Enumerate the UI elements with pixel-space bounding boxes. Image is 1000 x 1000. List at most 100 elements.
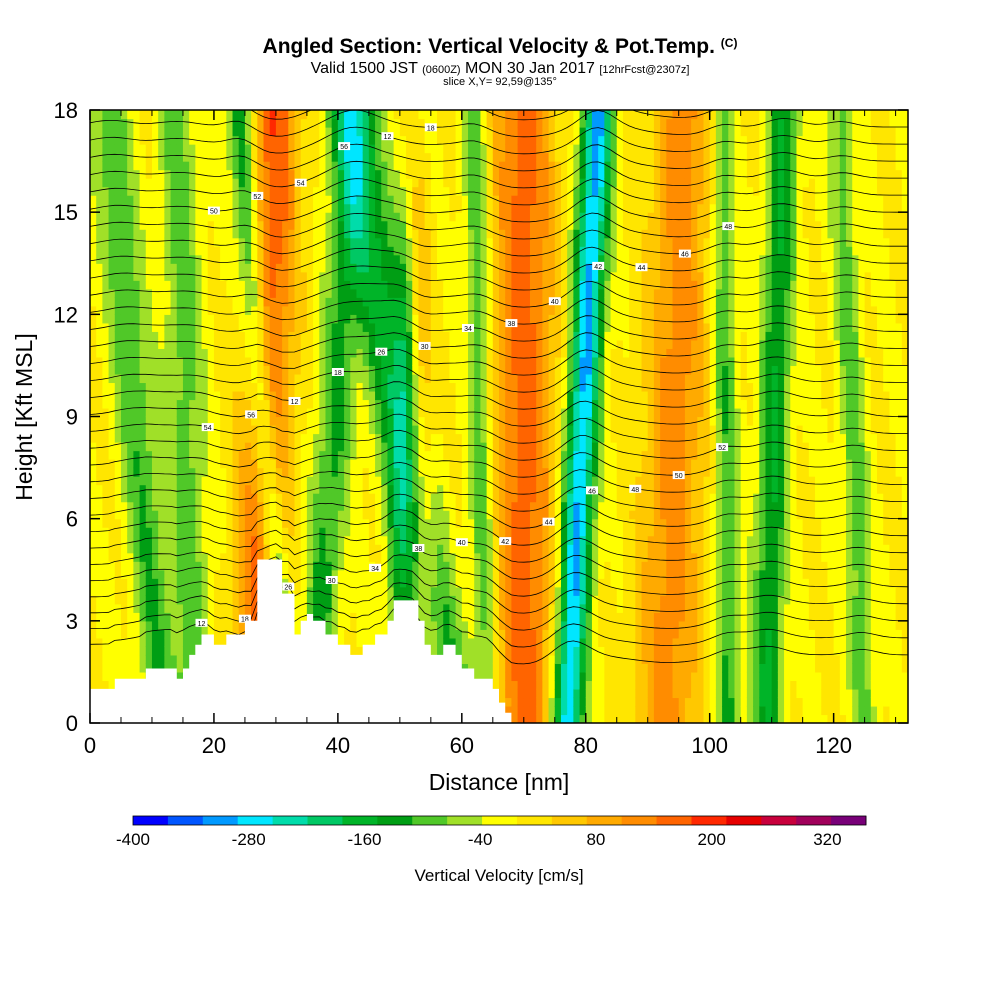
velocity-cell [300, 110, 308, 120]
velocity-cell [437, 425, 444, 435]
velocity-cell [195, 578, 203, 588]
velocity-cell [102, 229, 110, 239]
velocity-cell [213, 510, 221, 520]
velocity-cell [424, 586, 432, 596]
velocity-cell [313, 178, 320, 188]
velocity-cell [176, 459, 184, 469]
velocity-cell [232, 527, 240, 537]
velocity-cell [313, 484, 320, 494]
velocity-cell [350, 561, 358, 571]
velocity-cell [381, 476, 389, 486]
velocity-cell [412, 561, 420, 571]
velocity-cell [375, 416, 382, 426]
velocity-cell [176, 118, 184, 128]
velocity-cell [151, 178, 159, 188]
velocity-cell [424, 186, 432, 196]
velocity-cell [406, 459, 413, 469]
velocity-cell [368, 110, 376, 120]
velocity-cell [350, 365, 358, 375]
velocity-cell [102, 637, 110, 647]
velocity-cell [282, 510, 289, 520]
velocity-cell [499, 569, 506, 579]
velocity-cell [337, 476, 345, 486]
velocity-cell [412, 356, 420, 367]
velocity-cell [499, 331, 506, 341]
velocity-cell [114, 254, 122, 264]
velocity-cell [325, 459, 333, 469]
velocity-cell [207, 212, 215, 222]
velocity-cell [418, 280, 426, 290]
velocity-cell [325, 476, 333, 486]
velocity-cell [145, 544, 153, 554]
velocity-cell [418, 135, 426, 145]
velocity-cell [499, 629, 506, 639]
velocity-cell [232, 127, 240, 137]
velocity-cell [251, 578, 258, 588]
velocity-cell [356, 305, 364, 315]
velocity-cell [282, 152, 289, 162]
velocity-cell [344, 467, 351, 477]
velocity-cell [102, 561, 110, 571]
velocity-cell [251, 135, 258, 145]
velocity-cell [275, 442, 283, 452]
velocity-cell [114, 195, 122, 205]
velocity-cell [505, 127, 512, 137]
velocity-cell [269, 535, 277, 545]
velocity-cell [480, 220, 488, 230]
velocity-cell [201, 433, 209, 443]
velocity-cell [127, 671, 134, 682]
velocity-cell [139, 476, 147, 486]
velocity-cell [251, 314, 258, 324]
velocity-cell [337, 356, 345, 367]
velocity-cell [120, 459, 128, 469]
velocity-cell [492, 169, 500, 179]
velocity-cell [275, 459, 283, 469]
velocity-cell [102, 118, 110, 128]
velocity-cell [189, 169, 196, 179]
velocity-cell [331, 416, 339, 426]
velocity-cell [164, 314, 172, 324]
velocity-cell [375, 390, 382, 401]
velocity-cell [170, 331, 178, 341]
velocity-cell [133, 399, 141, 409]
velocity-cell [257, 373, 265, 384]
velocity-cell [108, 288, 116, 298]
velocity-cell [492, 484, 500, 494]
velocity-cell [269, 161, 277, 171]
velocity-cell [424, 229, 432, 239]
velocity-cell [275, 229, 283, 239]
velocity-cell [468, 620, 475, 630]
velocity-cell [387, 127, 395, 137]
velocity-cell [300, 280, 308, 290]
velocity-cell [350, 552, 358, 562]
velocity-cell [381, 356, 389, 367]
velocity-cell [424, 467, 432, 477]
velocity-cell [455, 450, 463, 460]
velocity-cell [263, 501, 271, 511]
velocity-cell [455, 203, 463, 213]
velocity-cell [486, 663, 494, 673]
velocity-cell [201, 467, 209, 477]
velocity-cell [158, 629, 165, 639]
velocity-cell [201, 382, 209, 392]
velocity-cell [189, 365, 196, 375]
velocity-cell [282, 518, 289, 528]
velocity-cell [114, 229, 122, 239]
velocity-cell [381, 314, 389, 324]
velocity-cell [356, 493, 364, 503]
velocity-cell [189, 229, 196, 239]
velocity-cell [158, 544, 165, 554]
velocity-cell [151, 288, 159, 298]
velocity-cell [511, 127, 519, 137]
velocity-cell [263, 305, 271, 315]
velocity-cell [133, 288, 141, 298]
velocity-cell [443, 246, 451, 256]
velocity-cell [486, 620, 494, 630]
velocity-cell [443, 493, 451, 503]
velocity-cell [226, 169, 234, 179]
velocity-cell [474, 646, 482, 656]
velocity-cell [164, 203, 172, 213]
velocity-cell [158, 271, 165, 281]
velocity-cell [269, 195, 277, 205]
velocity-cell [145, 297, 153, 307]
